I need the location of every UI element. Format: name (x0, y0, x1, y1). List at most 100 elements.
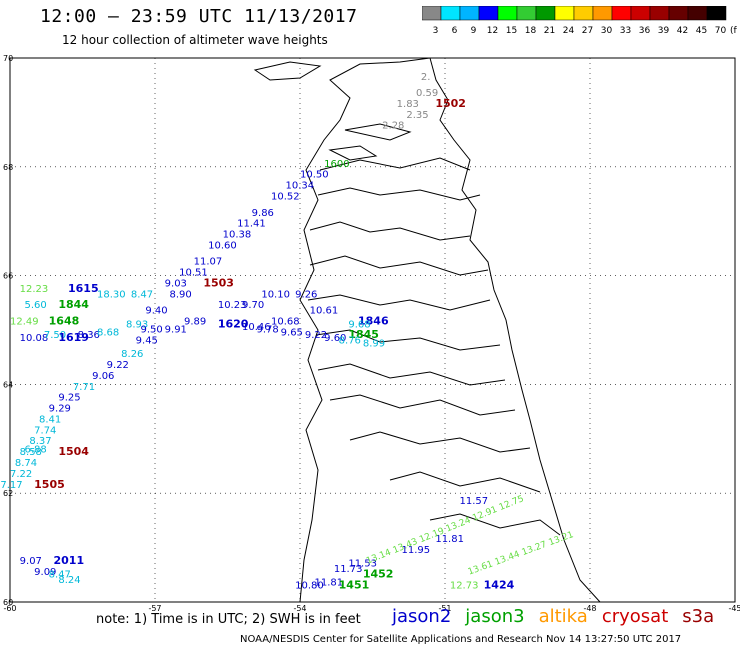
wave-height-label: 9.78 (257, 325, 279, 336)
wave-height-label: 9.40 (145, 306, 167, 317)
latitude-tick-label: 66 (3, 272, 13, 281)
wave-height-label: 11.41 (237, 219, 266, 230)
wave-height-label: 9.25 (58, 393, 80, 404)
wave-height-label: 9.29 (49, 404, 71, 415)
wave-height-label: 1.83 (397, 99, 419, 110)
coastline-segment (309, 255, 489, 276)
longitude-tick-label: -54 (293, 604, 306, 613)
wave-height-label: 10.46 (242, 322, 271, 333)
wave-height-label: 10.68 (271, 317, 300, 328)
wave-height-label: 5.60 (25, 300, 47, 311)
legend-tick-label: 18 (525, 26, 537, 36)
wave-height-label: 9.26 (295, 289, 317, 300)
pass-time-label: 1424 (484, 578, 515, 591)
wave-height-label: 8.90 (170, 289, 192, 300)
latitude-tick-label: 62 (3, 489, 13, 498)
wave-height-label: 10.08 (20, 333, 49, 344)
wave-height-label: 8.74 (15, 458, 37, 469)
wave-height-label: 9.09 (34, 567, 56, 578)
wave-height-label: 9.50 (141, 325, 163, 336)
coastline-segment (389, 471, 541, 493)
wave-height-label: 9.70 (242, 300, 264, 311)
wave-height-label: 7.74 (34, 425, 56, 436)
legend-tick-label: 24 (563, 26, 575, 36)
wave-height-label: 10.52 (271, 191, 300, 202)
latitude-tick-label: 60 (3, 598, 13, 607)
wave-height-label: 8.47 (49, 570, 71, 581)
longitude-tick-label: -60 (3, 604, 16, 613)
wave-height-label: 7.50 (44, 330, 66, 341)
legend-tick-label: 27 (582, 26, 593, 36)
longitude-tick-label: -45 (728, 604, 740, 613)
legend-tick-label: 3 (433, 26, 439, 36)
coastline-segment (253, 61, 322, 81)
satellite-cryosat-label: cryosat (601, 606, 669, 627)
wave-height-label: 8.76 (339, 336, 361, 347)
footer-note: note: 1) Time is in UTC; 2) SWH is in fe… (96, 612, 361, 627)
wave-height-label: 10.50 (300, 170, 329, 181)
legend-tick-label: 42 (677, 26, 688, 36)
wave-height-label: 7.17 (0, 480, 22, 491)
latitude-tick-label: 70 (3, 54, 13, 63)
pass-time-label: 1648 (49, 315, 80, 328)
wave-height-label: 9.65 (281, 327, 303, 338)
wave-height-label: 10.80 (295, 580, 324, 591)
wave-height-label: 8.99 (363, 338, 385, 349)
legend-tick-label: 12 (487, 26, 498, 36)
latitude-tick-label: 64 (3, 380, 13, 389)
wave-height-label: 12.23 (20, 284, 49, 295)
wave-height-label: 11.81 (315, 578, 344, 589)
wave-height-label: 9.03 (165, 278, 187, 289)
pass-time-label: 1619 (58, 331, 89, 344)
wave-height-label: 1600 (324, 159, 349, 170)
legend-tick-label: 33 (620, 26, 631, 36)
satellite-jason2-label: jason2 (392, 606, 452, 627)
satellite-s3a-label: s3a (682, 606, 715, 627)
legend-tick-label: 45 (696, 26, 707, 36)
coastline-segment (317, 187, 481, 201)
satellite-legend: jason2 jason3 altika cryosat s3a (392, 606, 728, 627)
coastline-segment (429, 513, 561, 536)
wave-height-track-label: 13.61 13.44 13.27 13.21 (467, 530, 575, 578)
wave-height-label: 0.59 (416, 88, 438, 99)
legend-tick-label: 36 (639, 26, 651, 36)
pass-time-label: 1615 (68, 282, 99, 295)
legend-tick-label: 6 (452, 26, 458, 36)
wave-height-label: 10.60 (208, 240, 237, 251)
pass-time-label: 1620 (218, 317, 249, 330)
coastline-segment (344, 123, 412, 141)
wave-height-label: 10.61 (310, 306, 339, 317)
coastline-segment (349, 431, 531, 453)
wave-height-label: 11.95 (402, 545, 431, 556)
latitude-tick-label: 68 (3, 163, 13, 172)
wave-height-label: 7.71 (73, 382, 95, 393)
wave-height-label: 11.07 (194, 257, 223, 268)
longitude-tick-label: -48 (583, 604, 596, 613)
coastline-segment (315, 329, 501, 351)
wave-height-label: 8.68 (97, 327, 119, 338)
pass-time-label: 1845 (348, 328, 379, 341)
wave-height-label: 9.07 (20, 556, 42, 567)
coastline-segment (299, 57, 431, 603)
wave-height-label: 9.91 (165, 325, 187, 336)
wave-height-label: 10.38 (223, 230, 252, 241)
satellite-altika-label: altika (538, 606, 588, 627)
wave-height-label: 8.41 (39, 414, 61, 425)
satellite-jason3-label: jason3 (465, 606, 525, 627)
wave-height-label: 9.89 (184, 317, 206, 328)
wave-height-label: 10.34 (286, 181, 315, 192)
map-border (9, 57, 736, 603)
wave-height-label: 6.88 (25, 444, 47, 455)
pass-time-label: 2011 (54, 554, 85, 567)
wave-height-label: 9.06 (92, 371, 114, 382)
wave-height-label: 11.73 (334, 564, 363, 575)
longitude-tick-label: -51 (438, 604, 451, 613)
legend-swatch (706, 6, 727, 21)
wave-height-label: 10.10 (261, 289, 290, 300)
wave-height-label: 11.81 (435, 534, 464, 545)
pass-time-label: 1503 (203, 276, 234, 289)
wave-height-label: 9.22 (305, 330, 327, 341)
wave-height-label: 9.68 (348, 319, 370, 330)
